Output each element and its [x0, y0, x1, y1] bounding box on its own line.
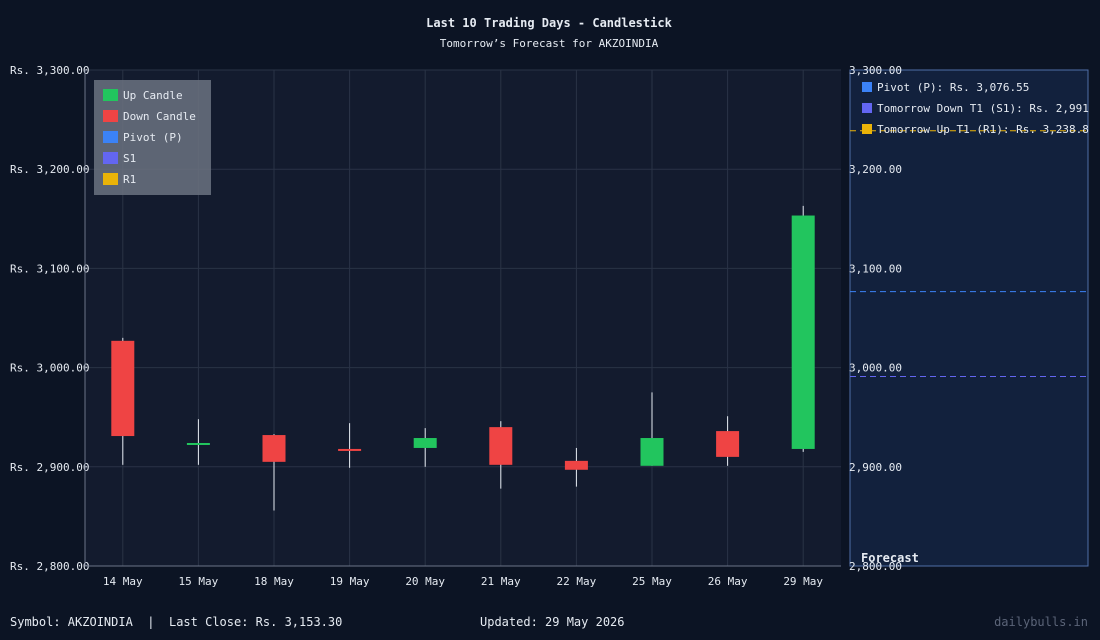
x-tick-label: 25 May	[632, 575, 672, 588]
down-candle-body	[111, 340, 135, 437]
right-y-tick-label: 2,900.00	[849, 461, 902, 474]
right-y-tick-label: 3,100.00	[849, 262, 902, 275]
right-y-tick-label: 2,800.00	[849, 560, 902, 573]
brand-watermark: dailybulls.in	[994, 615, 1088, 629]
symbol-text: Symbol: AKZOINDIA	[10, 615, 133, 629]
legend-label: Down Candle	[123, 110, 196, 123]
right-y-tick-label: 3,000.00	[849, 362, 902, 375]
y-tick-label: Rs. 3,300.00	[10, 64, 89, 77]
y-tick-label: Rs. 3,100.00	[10, 262, 89, 275]
x-tick-label: 15 May	[179, 575, 219, 588]
down-candle-body	[338, 448, 362, 451]
chart-title: Last 10 Trading Days - Candlestick	[426, 16, 672, 30]
x-tick-label: 22 May	[557, 575, 597, 588]
y-tick-label: Rs. 3,000.00	[10, 362, 89, 375]
down-candle-body	[564, 460, 588, 470]
forecast-legend-label: Tomorrow Down T1 (S1): Rs. 2,991	[877, 102, 1089, 115]
forecast-legend-label: Pivot (P): Rs. 3,076.55	[877, 81, 1029, 94]
x-tick-label: 26 May	[708, 575, 748, 588]
x-tick-label: 20 May	[405, 575, 445, 588]
legend-swatch	[103, 173, 118, 185]
legend-label: R1	[123, 173, 136, 186]
legend-swatch	[103, 152, 118, 164]
down-candle-body	[262, 435, 286, 462]
legend-swatch	[103, 89, 118, 101]
forecast-panel	[849, 69, 1089, 567]
down-candle-body	[489, 427, 513, 465]
down-candle-body	[716, 431, 740, 457]
up-candle-body	[640, 438, 664, 466]
right-y-tick-label: 3,300.00	[849, 64, 902, 77]
legend-label: S1	[123, 152, 136, 165]
legend-swatch	[103, 110, 118, 122]
legend-label: Up Candle	[123, 89, 183, 102]
up-candle-body	[413, 438, 437, 448]
forecast-legend-swatch	[862, 103, 872, 113]
chart-subtitle: Tomorrow’s Forecast for AKZOINDIA	[440, 37, 659, 50]
legend-label: Pivot (P)	[123, 131, 183, 144]
y-tick-label: Rs. 2,800.00	[10, 560, 89, 573]
footer-info: Symbol: AKZOINDIA | Last Close: Rs. 3,15…	[10, 615, 342, 629]
x-tick-label: 29 May	[783, 575, 823, 588]
forecast-legend-label: Tomorrow Up T1 (R1): Rs. 3,238.8	[877, 123, 1089, 136]
up-candle-body	[791, 215, 815, 449]
forecast-legend-swatch	[862, 82, 872, 92]
last-close-text: Last Close: Rs. 3,153.30	[168, 615, 343, 629]
y-tick-label: Rs. 3,200.00	[10, 163, 89, 176]
x-tick-label: 18 May	[254, 575, 294, 588]
x-tick-label: 21 May	[481, 575, 521, 588]
updated-text: Updated: 29 May 2026	[480, 615, 625, 629]
x-tick-label: 19 May	[330, 575, 370, 588]
x-tick-label: 14 May	[103, 575, 143, 588]
legend-swatch	[103, 131, 118, 143]
y-tick-label: Rs. 2,900.00	[10, 461, 89, 474]
forecast-label: Forecast	[861, 551, 919, 565]
up-candle-body	[186, 442, 210, 445]
right-y-tick-label: 3,200.00	[849, 163, 902, 176]
forecast-legend-swatch	[862, 124, 872, 134]
footer-separator: |	[147, 615, 155, 629]
